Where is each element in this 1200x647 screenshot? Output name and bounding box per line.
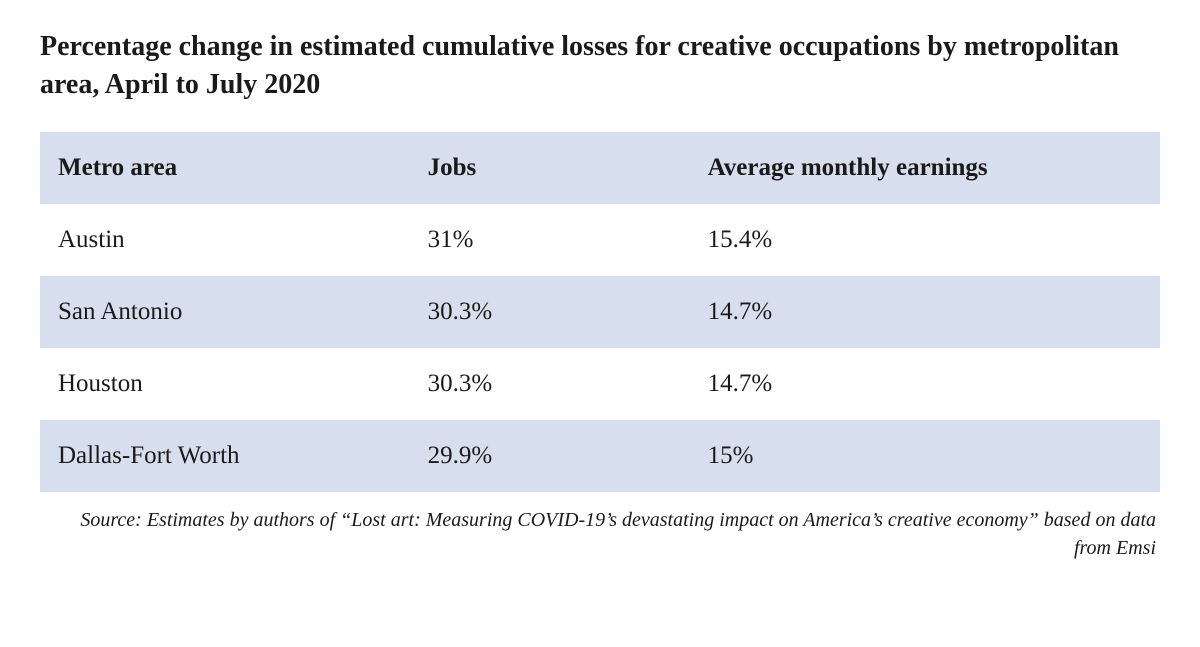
table-row: Austin 31% 15.4%	[40, 204, 1160, 276]
table-row: Dallas-Fort Worth 29.9% 15%	[40, 420, 1160, 492]
cell-earnings: 15%	[690, 420, 1160, 492]
cell-earnings: 14.7%	[690, 348, 1160, 420]
cell-jobs: 29.9%	[410, 420, 690, 492]
col-header-jobs: Jobs	[410, 132, 690, 204]
data-table: Metro area Jobs Average monthly earnings…	[40, 132, 1160, 492]
cell-metro: Austin	[40, 204, 410, 276]
cell-earnings: 15.4%	[690, 204, 1160, 276]
table-header-row: Metro area Jobs Average monthly earnings	[40, 132, 1160, 204]
table-row: Houston 30.3% 14.7%	[40, 348, 1160, 420]
cell-jobs: 30.3%	[410, 276, 690, 348]
table-body: Austin 31% 15.4% San Antonio 30.3% 14.7%…	[40, 204, 1160, 492]
col-header-metro: Metro area	[40, 132, 410, 204]
cell-jobs: 30.3%	[410, 348, 690, 420]
chart-title: Percentage change in estimated cumulativ…	[40, 28, 1160, 104]
cell-earnings: 14.7%	[690, 276, 1160, 348]
cell-jobs: 31%	[410, 204, 690, 276]
cell-metro: San Antonio	[40, 276, 410, 348]
col-header-earnings: Average monthly earnings	[690, 132, 1160, 204]
source-note: Source: Estimates by authors of “Lost ar…	[40, 506, 1160, 562]
cell-metro: Houston	[40, 348, 410, 420]
cell-metro: Dallas-Fort Worth	[40, 420, 410, 492]
table-row: San Antonio 30.3% 14.7%	[40, 276, 1160, 348]
